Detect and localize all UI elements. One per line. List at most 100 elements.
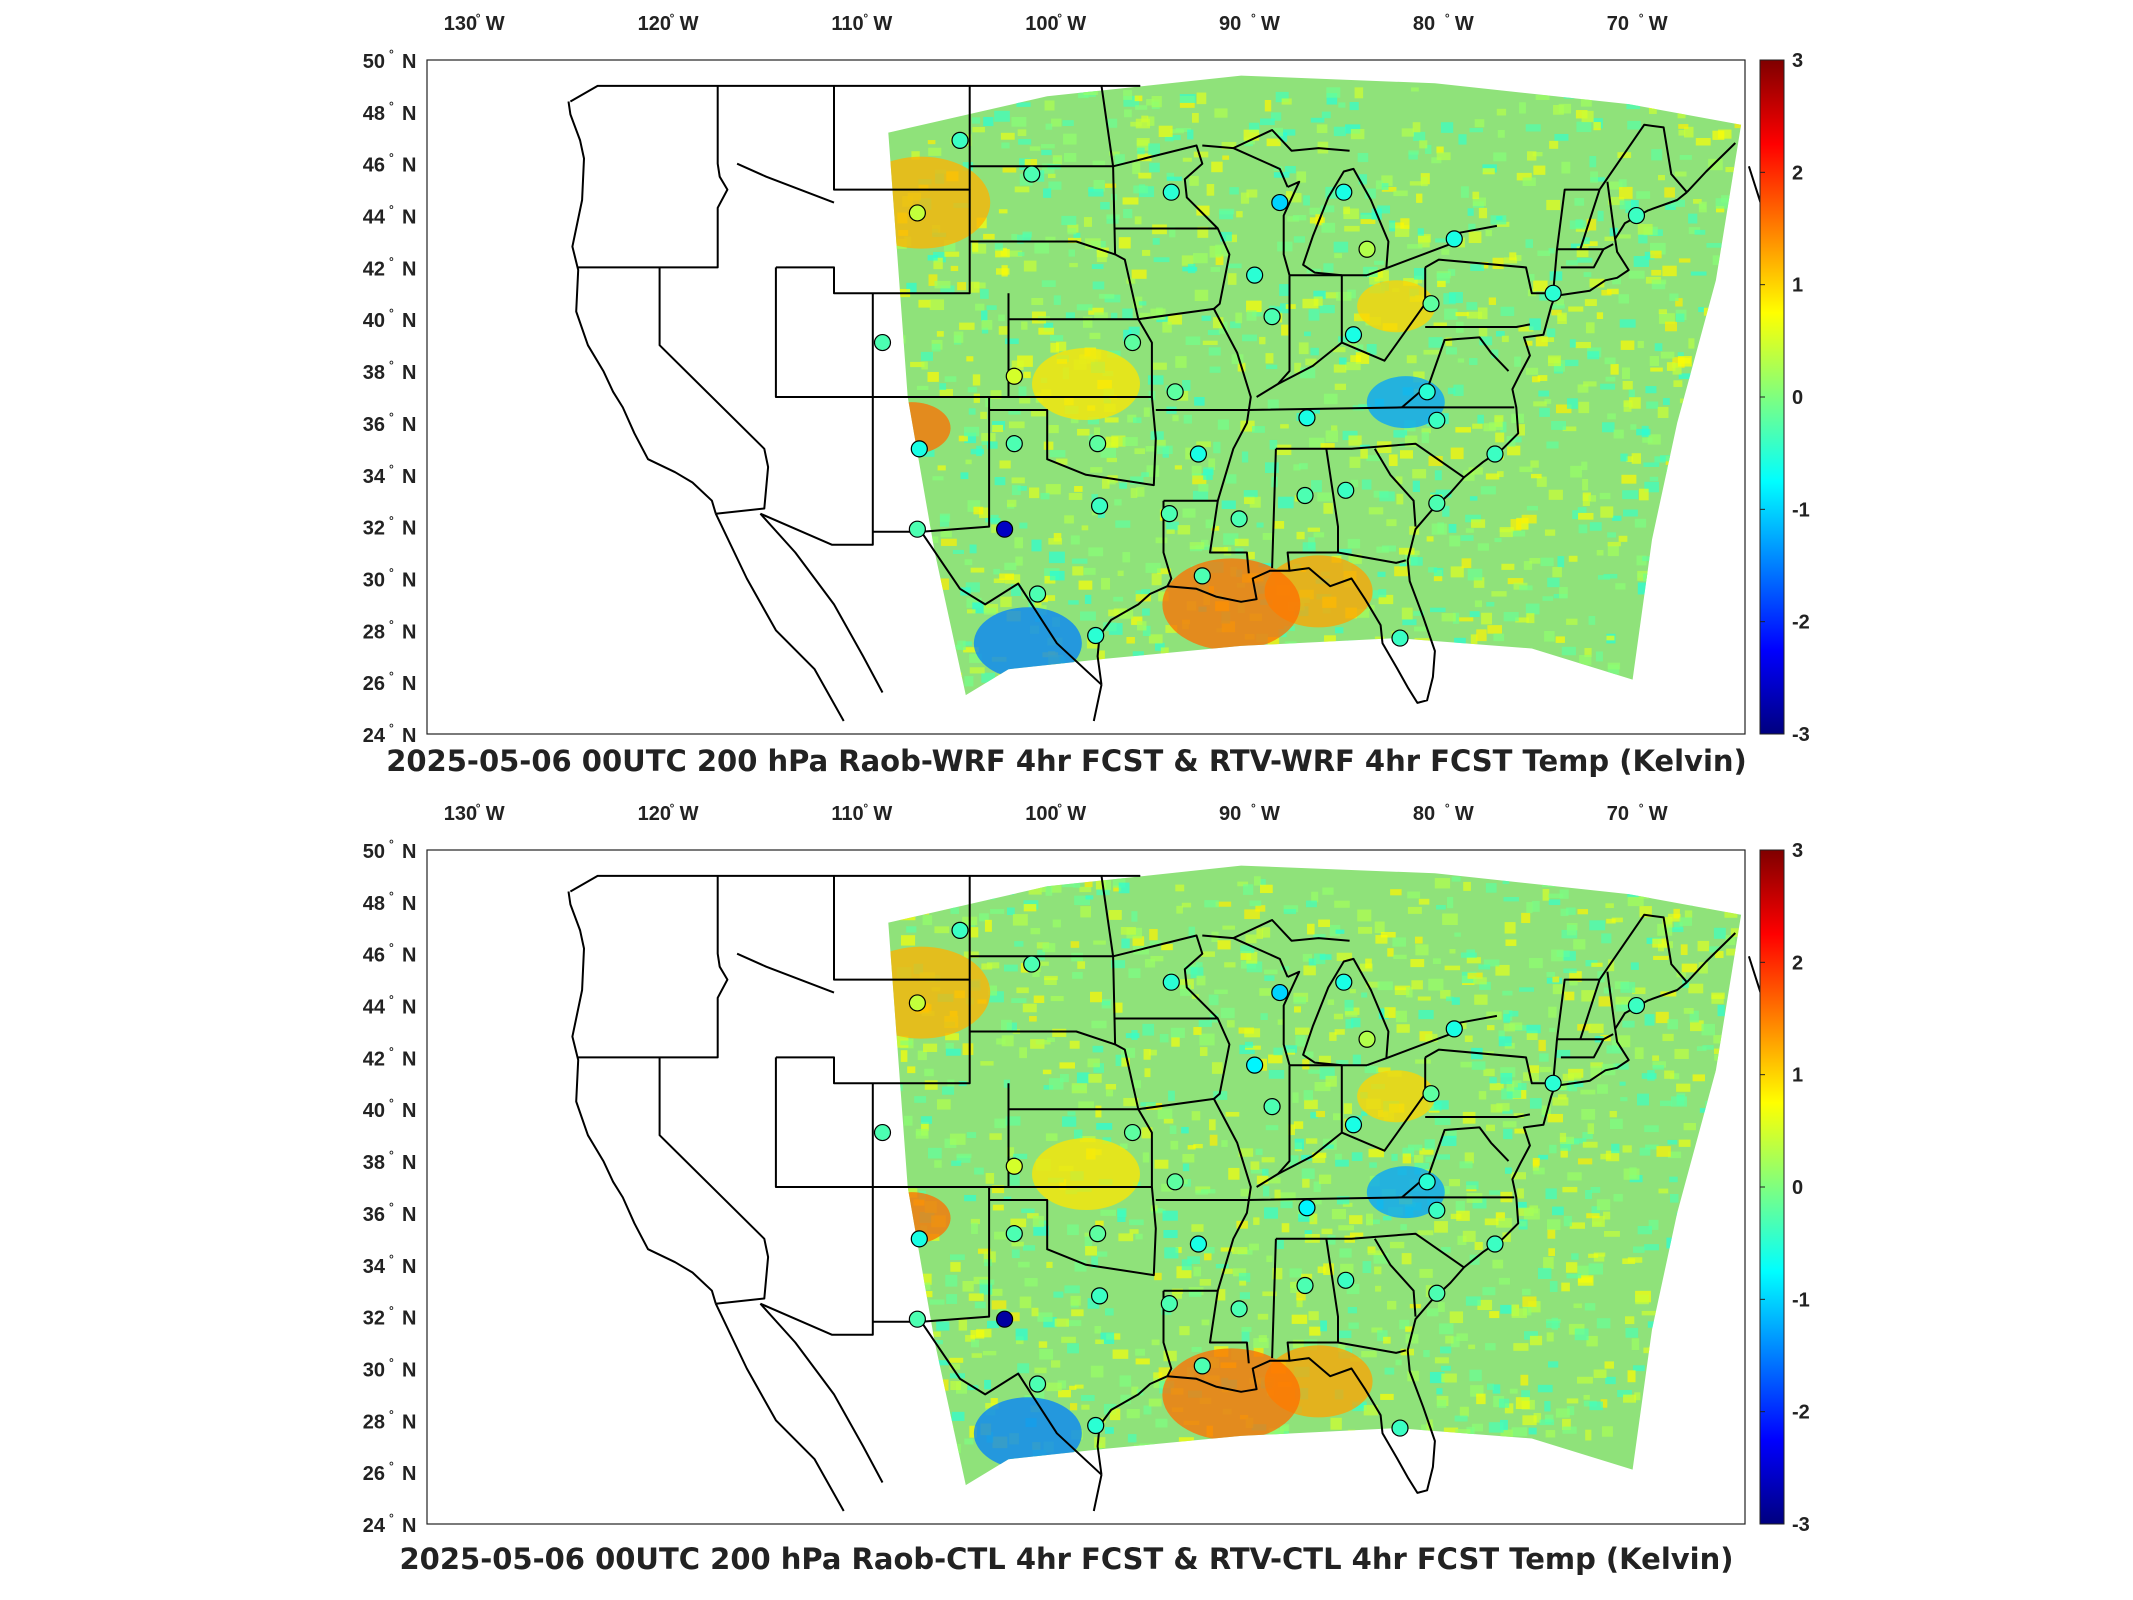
canada-coastline <box>1686 142 1736 193</box>
raob-station-marker <box>1230 510 1248 528</box>
degree-mark: ° <box>389 462 394 476</box>
field-cell <box>1440 122 1454 133</box>
field-cell <box>1191 1224 1204 1232</box>
field-cell <box>1437 647 1452 659</box>
field-cell <box>1259 878 1266 887</box>
field-cell <box>1480 486 1496 495</box>
field-cell <box>928 147 942 156</box>
field-cell <box>1495 432 1505 443</box>
field-cell <box>1078 580 1093 590</box>
field-cell <box>967 500 981 512</box>
field-cell <box>1010 1458 1026 1469</box>
field-cell <box>1700 485 1713 496</box>
field-cell <box>1520 1374 1529 1386</box>
field-cell <box>1360 214 1376 224</box>
field-cell <box>1249 496 1261 508</box>
field-cell <box>1445 347 1457 355</box>
field-cell <box>1163 1350 1177 1362</box>
field-cell <box>1197 226 1209 238</box>
field-cell <box>1580 95 1592 107</box>
field-cell <box>1582 494 1590 506</box>
field-cell <box>1589 522 1602 531</box>
field-cell <box>1662 265 1677 277</box>
field-cell <box>1095 1105 1102 1118</box>
field-cell <box>1366 344 1377 355</box>
field-cell <box>1014 941 1024 947</box>
field-cell <box>976 445 983 457</box>
field-cell <box>1122 308 1133 320</box>
field-cell <box>1399 1444 1407 1455</box>
field-cell <box>1607 181 1623 190</box>
field-anomaly-ks-warm <box>1032 1138 1140 1211</box>
field-cell <box>1607 532 1617 538</box>
field-cell <box>937 465 946 471</box>
field-cell <box>1240 1188 1252 1197</box>
field-cell <box>1566 1273 1582 1279</box>
field-cell <box>1077 428 1090 436</box>
field-cell <box>1450 677 1459 684</box>
field-cell <box>1689 1010 1699 1023</box>
field-cell <box>1481 261 1489 269</box>
raob-station-marker <box>1344 1116 1363 1134</box>
field-cell <box>1569 220 1586 230</box>
field-cell <box>1151 678 1160 685</box>
field-cell <box>1153 1372 1163 1382</box>
field-cell <box>983 233 995 240</box>
field-cell <box>1365 958 1372 969</box>
field-cell <box>1336 952 1353 962</box>
field-cell <box>1194 397 1205 406</box>
field-cell <box>1305 358 1317 366</box>
field-cell <box>947 675 954 681</box>
field-cell <box>1708 158 1723 171</box>
field-cell <box>915 1364 931 1371</box>
field-cell <box>1303 965 1316 976</box>
field-cell <box>1101 1001 1111 1006</box>
field-cell <box>1119 482 1128 489</box>
field-cell <box>1162 321 1172 333</box>
field-cell <box>1718 129 1732 139</box>
field-cell <box>1069 262 1078 268</box>
field-cell <box>1548 899 1561 906</box>
state-border <box>1275 442 1465 479</box>
field-cell <box>972 126 985 133</box>
field-cell <box>1223 533 1239 545</box>
field-cell <box>945 1033 959 1041</box>
field-cell <box>1556 299 1565 306</box>
field-cell <box>1419 1268 1433 1278</box>
field-cell <box>1581 990 1595 1002</box>
field-cell <box>1336 291 1352 301</box>
field-cell <box>1104 417 1119 423</box>
field-cell <box>893 1248 903 1261</box>
field-cell <box>1070 535 1080 545</box>
field-cell <box>964 676 974 687</box>
field-cell <box>1551 421 1567 430</box>
field-cell <box>920 1116 932 1124</box>
field-cell <box>1503 1013 1511 1023</box>
field-cell <box>1730 928 1742 937</box>
field-cell <box>1542 596 1554 601</box>
sonora-coastline <box>759 1303 884 1483</box>
field-cell <box>1286 670 1302 681</box>
field-cell <box>1376 546 1389 553</box>
field-cell <box>1215 244 1229 257</box>
field-cell <box>1525 367 1539 375</box>
field-cell <box>1245 934 1257 944</box>
field-cell <box>1053 1291 1064 1298</box>
lat-tick-dir: N <box>402 893 416 915</box>
field-cell <box>1043 1317 1057 1328</box>
field-cell <box>1090 467 1103 473</box>
field-cell <box>1517 1188 1524 1199</box>
field-cell <box>1528 958 1543 969</box>
field-cell <box>1667 1385 1684 1393</box>
field-cell <box>895 1168 902 1177</box>
field-cell <box>972 602 986 614</box>
field-cell <box>1510 1172 1527 1180</box>
field-cell <box>1500 1304 1516 1314</box>
field-cell <box>1326 87 1341 98</box>
field-cell <box>1122 552 1131 563</box>
field-cell <box>1219 1465 1235 1471</box>
field-cell <box>1402 619 1417 626</box>
field-cell <box>1015 1328 1028 1341</box>
field-cell <box>1514 1128 1526 1134</box>
field-cell <box>1451 876 1461 882</box>
